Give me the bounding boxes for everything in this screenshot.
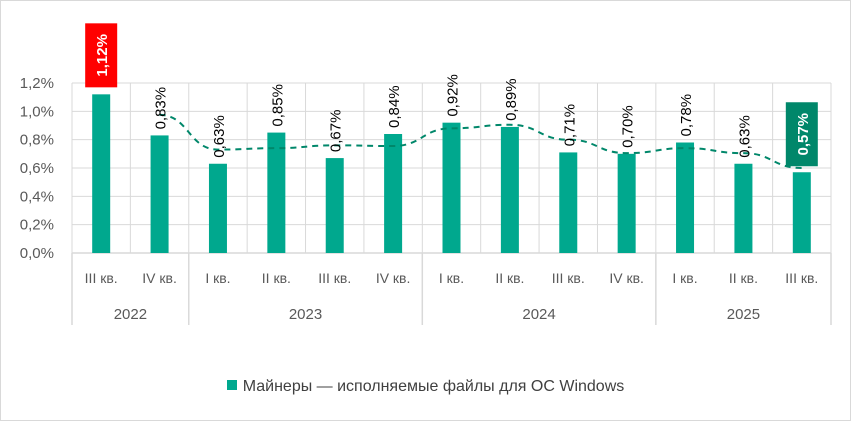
y-tick-label: 1,2% [20, 75, 54, 92]
y-tick-label: 0,0% [20, 245, 54, 262]
legend: Майнеры — исполняемые файлы для ОС Windo… [0, 378, 851, 396]
data-label-highlight [85, 23, 118, 88]
bar [500, 126, 519, 253]
bar [676, 142, 695, 253]
bar [325, 158, 344, 253]
category-label: III кв. [318, 270, 351, 286]
bar [267, 132, 286, 253]
bar [92, 94, 111, 253]
bar [150, 135, 169, 253]
bar [617, 153, 636, 253]
data-label: 0,78% [678, 94, 695, 137]
data-label: 0,71% [561, 104, 578, 147]
data-label: 0,89% [503, 78, 520, 121]
data-label-highlight [785, 102, 818, 167]
category-label: IV кв. [142, 270, 177, 286]
bar [384, 134, 403, 253]
category-label: I кв. [439, 270, 464, 286]
data-label: 0,85% [269, 84, 286, 127]
category-label: IV кв. [376, 270, 411, 286]
year-label: 2023 [289, 306, 322, 323]
category-label: I кв. [205, 270, 230, 286]
y-tick-label: 1,0% [20, 103, 54, 120]
data-label: 0,63% [736, 115, 753, 158]
bar [792, 172, 811, 253]
category-label: II кв. [262, 270, 291, 286]
bar [559, 152, 578, 253]
year-label: 2024 [522, 306, 555, 323]
data-label: 0,63% [211, 115, 228, 158]
data-label: 0,92% [445, 74, 462, 117]
data-label: 0,67% [328, 110, 345, 153]
legend-label: Майнеры — исполняемые файлы для ОС Windo… [242, 378, 625, 395]
bar [208, 163, 227, 253]
category-label: III кв. [552, 270, 585, 286]
data-label: 0,84% [386, 85, 403, 128]
legend-swatch [226, 379, 237, 390]
data-label: 0,70% [620, 105, 637, 148]
y-tick-label: 0,8% [20, 132, 54, 149]
data-label: 0,57% [795, 113, 812, 156]
bar [734, 163, 753, 253]
y-tick-label: 0,6% [20, 160, 54, 177]
category-label: IV кв. [609, 270, 644, 286]
bar [442, 122, 461, 254]
year-label: 2022 [114, 306, 147, 323]
category-label: I кв. [672, 270, 697, 286]
data-label: 0,83% [153, 87, 170, 130]
data-label: 1,12% [94, 34, 111, 77]
y-tick-label: 0,4% [20, 188, 54, 205]
category-label: II кв. [729, 270, 758, 286]
trendline [159, 113, 802, 169]
category-label: II кв. [495, 270, 524, 286]
year-label: 2025 [727, 306, 760, 323]
y-tick-label: 0,2% [20, 217, 54, 234]
category-label: III кв. [85, 270, 118, 286]
category-label: III кв. [785, 270, 818, 286]
